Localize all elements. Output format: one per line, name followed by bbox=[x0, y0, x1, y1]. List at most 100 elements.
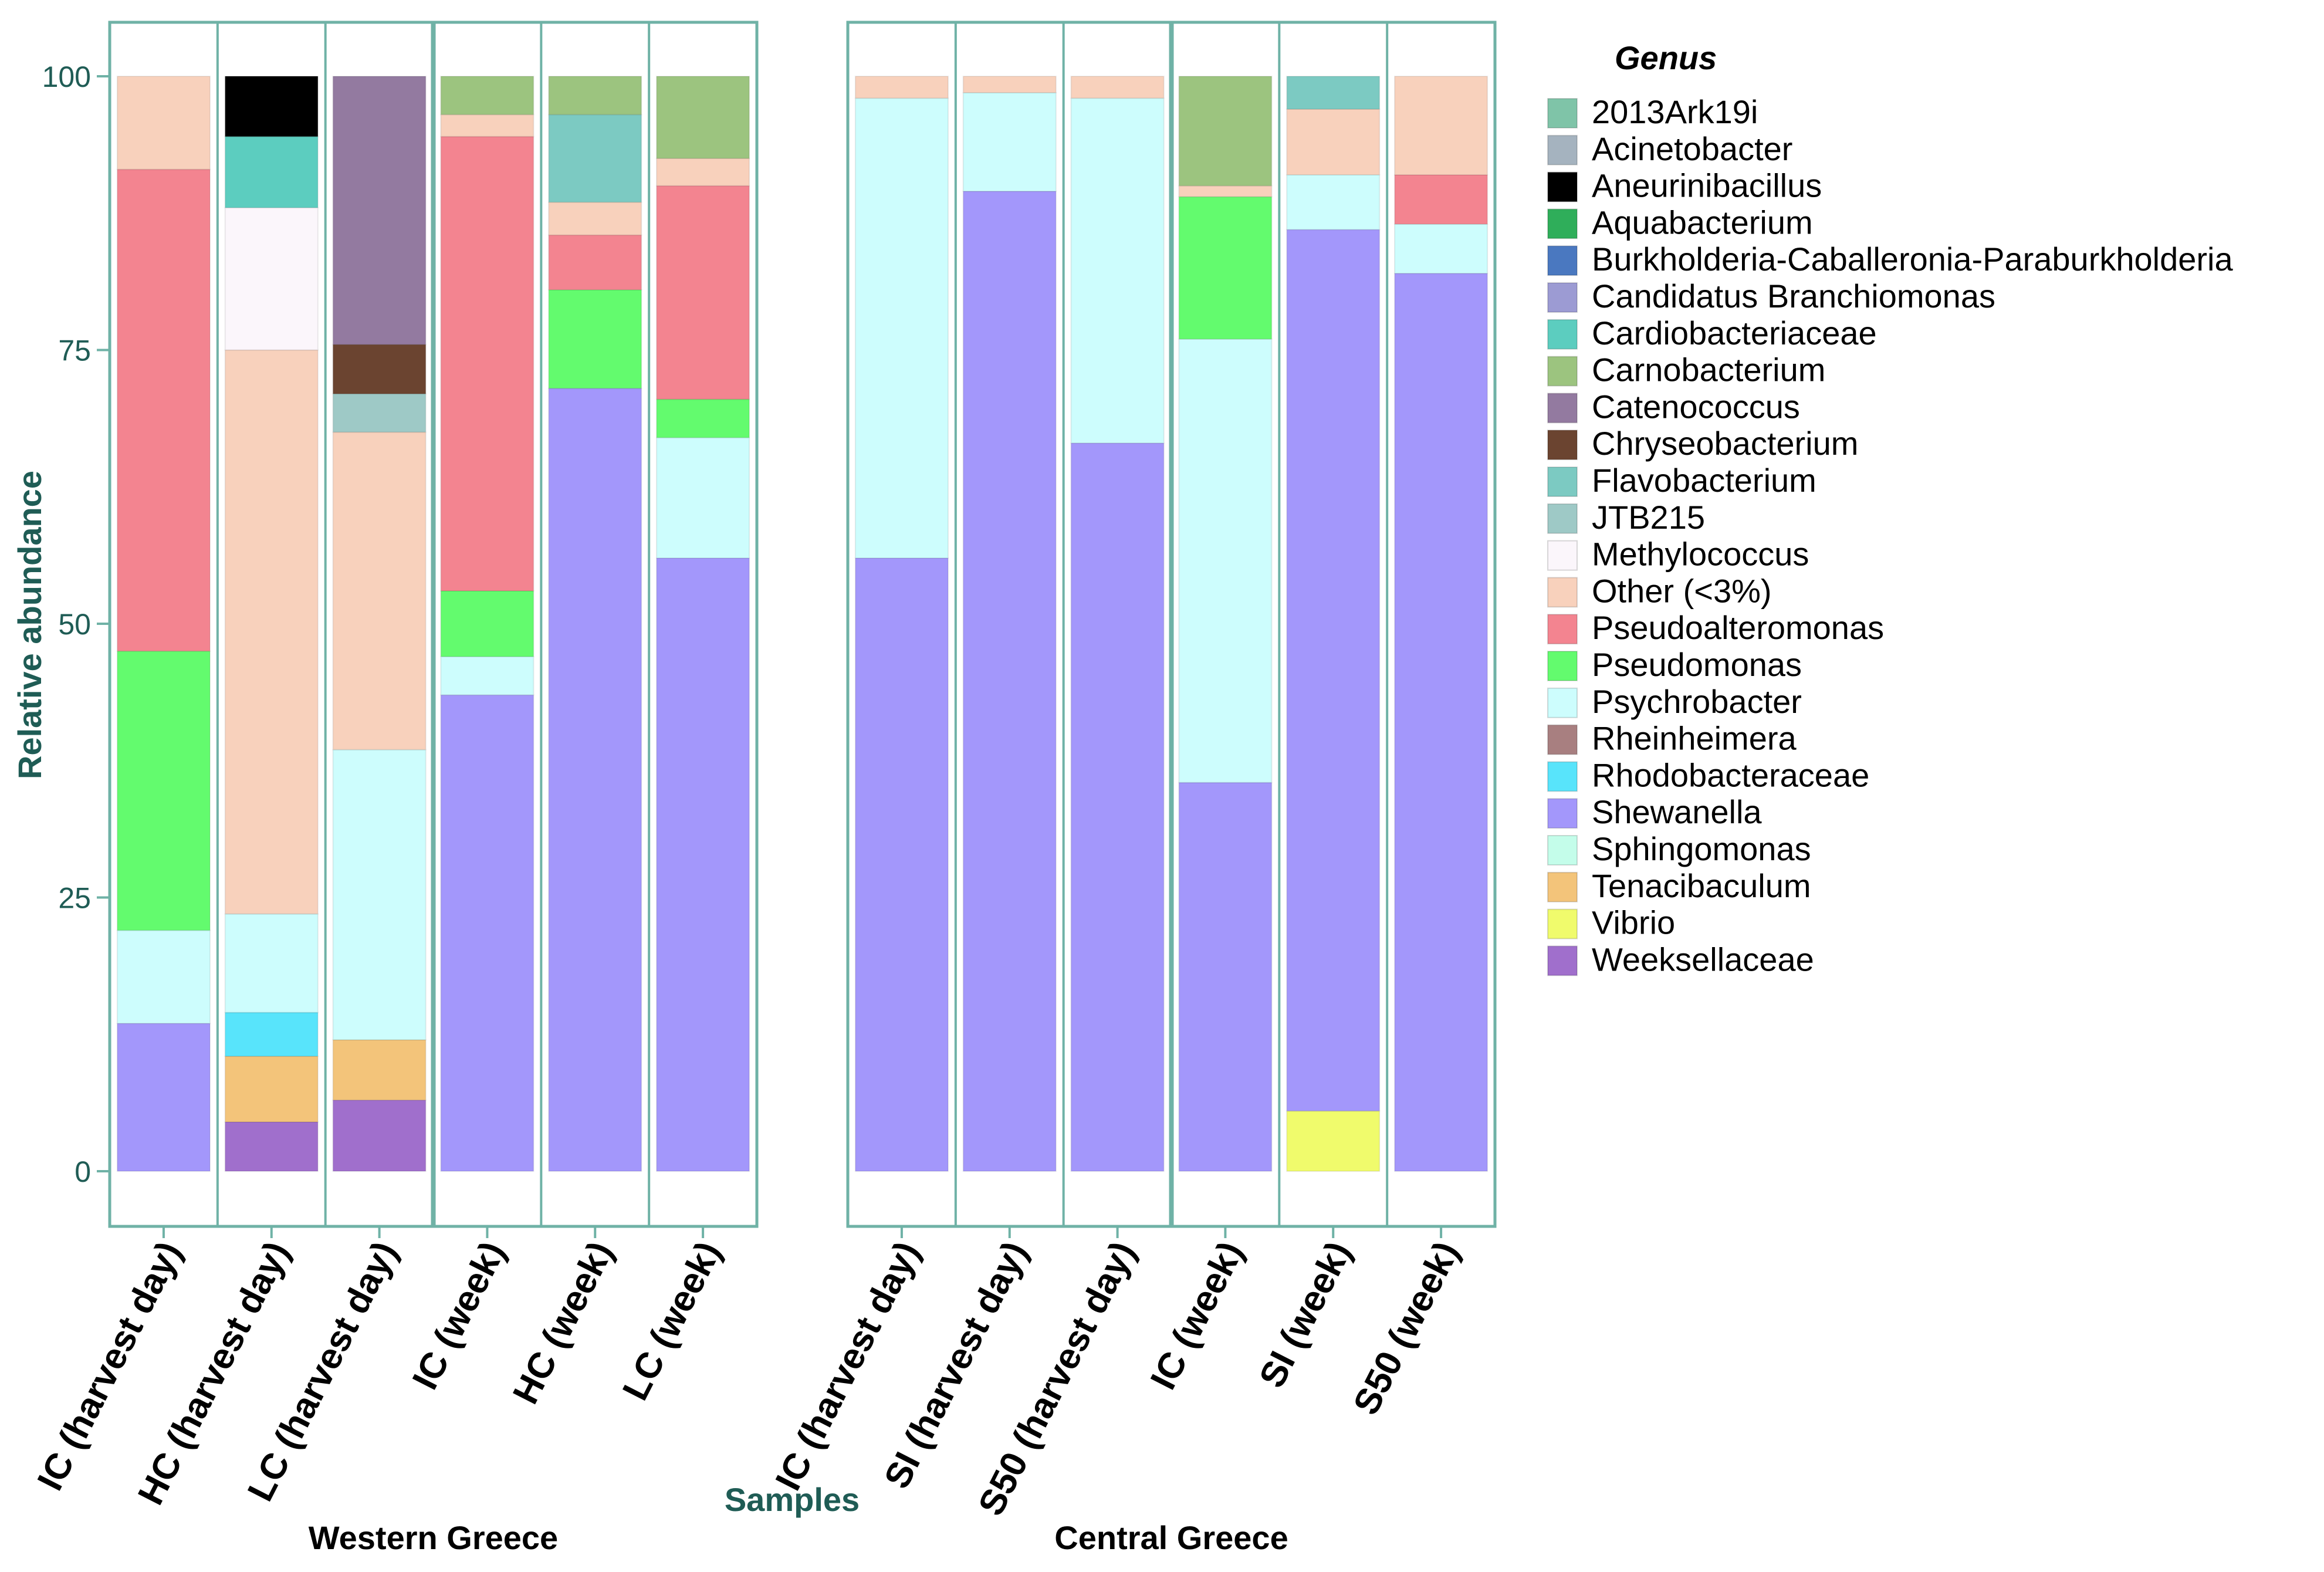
legend-item-pseudomonas: Pseudomonas bbox=[1547, 646, 1802, 683]
x-tick-label: IC (week) bbox=[405, 1235, 513, 1396]
bar-segment-pseudomonas bbox=[1178, 196, 1273, 340]
legend-item-sphingomonas: Sphingomonas bbox=[1547, 830, 1811, 867]
legend-item-jtb215: JTB215 bbox=[1547, 499, 1705, 536]
legend-label: Rhodobacteraceae bbox=[1592, 756, 1869, 793]
bar-segment-vibrio bbox=[1286, 1110, 1381, 1172]
legend-label: Chryseobacterium bbox=[1592, 425, 1858, 462]
legend-item-burkholderia-caballeronia-paraburkholderia: Burkholderia-Caballeronia-Paraburkholder… bbox=[1547, 241, 2233, 278]
legend-swatch bbox=[1547, 466, 1578, 497]
bar-segment-psychrobacter bbox=[224, 913, 319, 1013]
legend-item-flavobacterium: Flavobacterium bbox=[1547, 462, 1816, 499]
legend-label: Aquabacterium bbox=[1592, 204, 1813, 241]
bar-segment-weeksellaceae bbox=[332, 1099, 427, 1172]
bar-segment-other-3 bbox=[854, 76, 949, 99]
bar-segment-carnobacterium bbox=[1178, 76, 1273, 187]
legend-item-rheinheimera: Rheinheimera bbox=[1547, 720, 1797, 757]
bar-segment-psychrobacter bbox=[440, 655, 535, 696]
legend-swatch bbox=[1547, 540, 1578, 571]
legend-item-methylococcus: Methylococcus bbox=[1547, 536, 1809, 573]
bar-segment-shewanella bbox=[440, 694, 535, 1172]
bar-segment-pseudomonas bbox=[548, 289, 642, 389]
legend-swatch bbox=[1547, 687, 1578, 718]
bar-segment-pseudomonas bbox=[656, 398, 750, 438]
bar-segment-chryseobacterium bbox=[332, 344, 427, 395]
legend-swatch bbox=[1547, 393, 1578, 424]
legend-swatch bbox=[1547, 871, 1578, 902]
legend-item-shewanella: Shewanella bbox=[1547, 793, 1762, 830]
legend-label: Carnobacterium bbox=[1592, 351, 1825, 388]
bar-segment-shewanella bbox=[962, 190, 1057, 1172]
legend-item-catenococcus: Catenococcus bbox=[1547, 388, 1800, 425]
x-tick-label: S50 (week) bbox=[1346, 1235, 1467, 1421]
legend-item-carnobacterium: Carnobacterium bbox=[1547, 351, 1825, 388]
bar-segment-other-3 bbox=[1286, 108, 1381, 175]
legend-label: Tenacibaculum bbox=[1592, 867, 1811, 904]
bar-segment-other-3 bbox=[116, 76, 211, 170]
legend-swatch bbox=[1547, 282, 1578, 313]
bar-segment-tenacibaculum bbox=[224, 1056, 319, 1123]
legend-swatch bbox=[1547, 430, 1578, 461]
legend-swatch bbox=[1547, 356, 1578, 387]
legend-label: Shewanella bbox=[1592, 793, 1762, 830]
legend-item-pseudoalteromonas: Pseudoalteromonas bbox=[1547, 609, 1884, 646]
legend-item-2013ark19i: 2013Ark19i bbox=[1547, 93, 1758, 130]
x-tick-label: HC (week) bbox=[505, 1235, 621, 1410]
legend-label: Cardiobacteriaceae bbox=[1592, 315, 1877, 351]
bar-segment-pseudoalteromonas bbox=[548, 234, 642, 290]
bar-segment-aneurinibacillus bbox=[224, 76, 319, 137]
legend-swatch bbox=[1547, 245, 1578, 276]
bar-segment-pseudoalteromonas bbox=[116, 168, 211, 652]
bar-segment-psychrobacter bbox=[1178, 338, 1273, 783]
bar-segment-tenacibaculum bbox=[332, 1039, 427, 1101]
legend-label: Rheinheimera bbox=[1592, 720, 1797, 757]
bar-segment-shewanella bbox=[1070, 442, 1165, 1172]
bar-segment-catenococcus bbox=[332, 76, 427, 346]
legend-label: Pseudomonas bbox=[1592, 646, 1802, 683]
bar-segment-shewanella bbox=[116, 1023, 211, 1172]
legend-item-other-3: Other (<3%) bbox=[1547, 572, 1772, 609]
bar-segment-psychrobacter bbox=[116, 929, 211, 1025]
legend-item-cardiobacteriaceae: Cardiobacteriaceae bbox=[1547, 315, 1877, 351]
bar-segment-rhodobacteraceae bbox=[224, 1012, 319, 1057]
bar-segment-shewanella bbox=[1178, 782, 1273, 1172]
bar-segment-carnobacterium bbox=[440, 76, 535, 116]
y-axis-label: Relative abundance bbox=[11, 471, 48, 779]
legend-swatch bbox=[1547, 98, 1578, 129]
legend-label: Sphingomonas bbox=[1592, 830, 1811, 867]
bar-segment-flavobacterium bbox=[1286, 76, 1381, 110]
bar-segment-pseudoalteromonas bbox=[440, 136, 535, 592]
legend-swatch bbox=[1547, 171, 1578, 202]
bar-segment-carnobacterium bbox=[656, 76, 750, 159]
bar-segment-other-3 bbox=[656, 157, 750, 187]
legend-label: JTB215 bbox=[1592, 499, 1705, 536]
legend-label: 2013Ark19i bbox=[1592, 93, 1758, 130]
legend-item-candidatus-branchiomonas: Candidatus Branchiomonas bbox=[1547, 278, 1995, 315]
legend-swatch bbox=[1547, 503, 1578, 534]
bar-segment-other-3 bbox=[1178, 185, 1273, 198]
legend-label: Other (<3%) bbox=[1592, 572, 1772, 609]
legend-item-weeksellaceae: Weeksellaceae bbox=[1547, 941, 1814, 978]
legend-title: Genus bbox=[1615, 39, 1717, 76]
bar-segment-pseudoalteromonas bbox=[656, 185, 750, 400]
bar-segment-methylococcus bbox=[224, 207, 319, 351]
bar-segment-pseudomonas bbox=[116, 650, 211, 931]
bar-segment-psychrobacter bbox=[332, 749, 427, 1041]
legend-swatch bbox=[1547, 614, 1578, 645]
legend-swatch bbox=[1547, 835, 1578, 866]
bar-segment-psychrobacter bbox=[1394, 223, 1489, 274]
legend-item-psychrobacter: Psychrobacter bbox=[1547, 683, 1802, 720]
bar-segment-flavobacterium bbox=[548, 114, 642, 203]
legend-swatch bbox=[1547, 724, 1578, 755]
y-tick-label: 100 bbox=[42, 60, 91, 93]
bar-segment-other-3 bbox=[332, 431, 427, 750]
y-tick-label: 75 bbox=[58, 334, 91, 367]
legend-item-chryseobacterium: Chryseobacterium bbox=[1547, 425, 1858, 462]
bar-segment-psychrobacter bbox=[854, 97, 949, 559]
legend-swatch bbox=[1547, 761, 1578, 792]
bar-segment-other-3 bbox=[440, 114, 535, 137]
y-tick-label: 50 bbox=[58, 608, 91, 641]
legend-label: Methylococcus bbox=[1592, 536, 1809, 573]
legend-label: Vibrio bbox=[1592, 904, 1675, 941]
y-tick-label: 0 bbox=[75, 1155, 91, 1188]
x-tick-label: LC (week) bbox=[615, 1235, 729, 1407]
